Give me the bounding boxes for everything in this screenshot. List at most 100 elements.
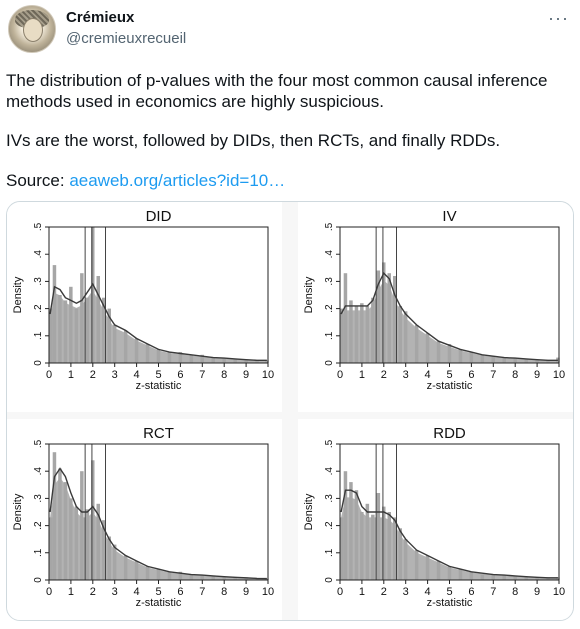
x-tick-label: 2 (381, 369, 387, 381)
y-tick-label: .3 (324, 277, 335, 286)
x-tick-label: 6 (177, 369, 183, 381)
x-tick-label: 7 (490, 586, 496, 598)
x-tick-label: 9 (534, 586, 540, 598)
x-tick-label: 6 (468, 586, 474, 598)
x-tick-label: 3 (403, 586, 409, 598)
y-tick-label: .3 (324, 494, 335, 503)
x-tick-label: 5 (155, 586, 161, 598)
chart-title: DID (146, 208, 172, 225)
x-tick-label: 10 (262, 369, 274, 381)
density-curve (340, 272, 558, 362)
x-tick-label: 1 (68, 586, 74, 598)
x-tick-label: 9 (243, 369, 249, 381)
x-tick-label: 0 (46, 586, 52, 598)
y-axis-label: Density (303, 493, 315, 530)
histogram-bar (556, 357, 560, 363)
x-tick-label: 5 (155, 369, 161, 381)
source-link[interactable]: aeaweb.org/articles?id=10… (69, 171, 286, 190)
x-tick-label: 0 (337, 369, 343, 381)
chart-title: RCT (143, 425, 174, 442)
y-tick-label: .5 (33, 439, 44, 448)
source-prefix: Source: (6, 171, 70, 190)
x-tick-label: 9 (243, 586, 249, 598)
y-tick-label: .1 (324, 548, 335, 557)
density-curve (340, 489, 558, 579)
x-tick-label: 5 (446, 369, 452, 381)
density-curve (49, 467, 267, 580)
x-tick-label: 2 (381, 586, 387, 598)
histogram-body (340, 497, 559, 580)
avatar-face (23, 18, 43, 42)
post-paragraph-1: The distribution of p-values with the fo… (6, 71, 548, 111)
x-tick-label: 5 (446, 586, 452, 598)
y-tick-label: .1 (324, 331, 335, 340)
y-tick-label: .5 (33, 222, 44, 231)
author-name[interactable]: Crémieux (66, 9, 135, 26)
y-tick-label: .1 (33, 331, 44, 340)
x-tick-label: 3 (112, 586, 118, 598)
y-tick-label: .2 (33, 521, 44, 530)
x-tick-label: 7 (490, 369, 496, 381)
x-tick-label: 6 (177, 586, 183, 598)
histogram-body (49, 290, 268, 363)
y-tick-label: 0 (324, 577, 335, 583)
author-handle[interactable]: @cremieuxrecueil (66, 30, 187, 47)
x-tick-label: 8 (512, 369, 518, 381)
y-tick-label: .2 (324, 521, 335, 530)
x-tick-label: 0 (46, 369, 52, 381)
x-tick-label: 0 (337, 586, 343, 598)
chart-title: RDD (433, 425, 466, 442)
y-tick-label: 0 (324, 360, 335, 366)
attached-image[interactable]: DID 0 1 2 3 4 5 6 7 8 9 10 z-statistic 0.1.2.3.4.5 Den… (6, 201, 574, 621)
x-tick-label: 9 (534, 369, 540, 381)
x-tick-label: 1 (359, 586, 365, 598)
y-tick-label: .4 (324, 250, 335, 259)
y-tick-label: .2 (324, 304, 335, 313)
post-source-line: Source: aeaweb.org/articles?id=10… (6, 170, 571, 191)
chart-title: IV (442, 208, 456, 225)
density-curve (49, 282, 267, 362)
more-options-icon[interactable]: ··· (548, 8, 569, 28)
x-tick-label: 7 (199, 369, 205, 381)
histogram-body (340, 280, 559, 363)
tweet-header: Crémieux @cremieuxrecueil ··· (0, 0, 580, 60)
x-tick-label: 10 (553, 586, 565, 598)
x-axis-label: z-statistic (427, 380, 473, 392)
y-tick-label: .5 (324, 222, 335, 231)
chart-panel-iv: IV 0 1 2 3 4 5 6 7 8 9 10 z-statistic 0 .1 .2 .3 .4 .5 Dens… (298, 202, 573, 412)
x-axis-label: z-statistic (136, 597, 182, 609)
x-tick-label: 2 (90, 369, 96, 381)
x-tick-label: 4 (134, 586, 140, 598)
x-tick-label: 2 (90, 586, 96, 598)
x-tick-label: 4 (425, 369, 431, 381)
y-tick-label: .4 (324, 467, 335, 476)
y-tick-label: .2 (33, 304, 44, 313)
y-axis-label: Density (303, 276, 315, 313)
x-tick-label: 1 (68, 369, 74, 381)
x-tick-label: 3 (112, 369, 118, 381)
y-tick-label: .5 (324, 439, 335, 448)
x-tick-label: 1 (359, 369, 365, 381)
portrait-avatar-icon[interactable] (8, 5, 56, 53)
y-tick-label: .4 (33, 250, 44, 259)
y-tick-label: .3 (33, 277, 44, 286)
histogram-body (49, 477, 268, 580)
x-tick-label: 8 (221, 586, 227, 598)
y-tick-label: 0 (33, 577, 44, 583)
x-tick-label: 4 (425, 586, 431, 598)
x-tick-label: 3 (403, 369, 409, 381)
y-tick-label: 0 (33, 360, 44, 366)
x-tick-label: 10 (262, 586, 274, 598)
y-axis-label: Density (12, 276, 24, 313)
x-tick-label: 8 (512, 586, 518, 598)
y-axis-label: Density (12, 493, 24, 530)
x-axis-label: z-statistic (427, 597, 473, 609)
x-axis-label: z-statistic (136, 380, 182, 392)
y-tick-label: .1 (33, 548, 44, 557)
x-tick-label: 8 (221, 369, 227, 381)
y-tick-label: .4 (33, 467, 44, 476)
x-tick-label: 10 (553, 369, 565, 381)
chart-panel-did: DID 0 1 2 3 4 5 6 7 8 9 10 z-statistic 0 .1 .2 .3 .4 .5 Den… (7, 202, 282, 412)
y-tick-label: .3 (33, 494, 44, 503)
